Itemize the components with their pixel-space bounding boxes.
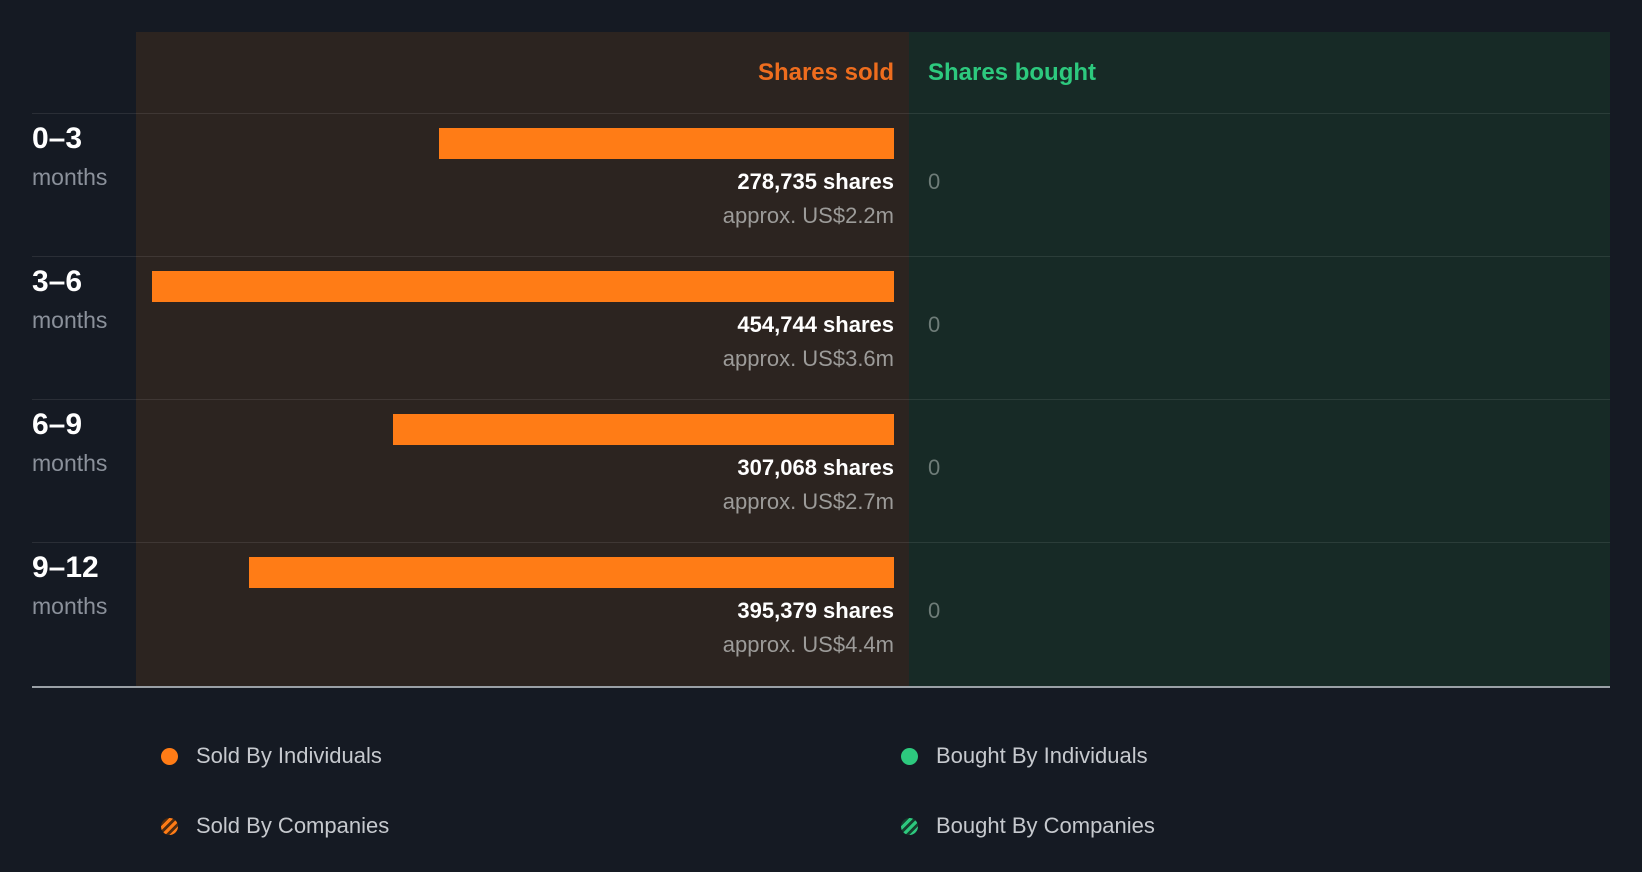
sold-companies-striped-dot-icon [161,817,178,835]
period-range: 3–6 [32,265,83,298]
period-unit: months [32,593,108,619]
period-range: 0–3 [32,122,83,155]
bought-shares-value: 0 [928,312,941,337]
legend-sold-by-companies: Sold By Companies [161,814,389,838]
sold-cell-9-12: 395,379 shares approx. US$4.4m [136,542,909,686]
sold-bar [393,414,894,445]
sold-approx-value: approx. US$4.4m [722,632,894,657]
legend-label: Sold By Companies [196,813,390,838]
legend-bought-by-individuals: Bought By Individuals [901,744,1148,768]
sold-shares-value: 278,735 shares [737,169,894,194]
bought-shares-value: 0 [928,169,941,194]
sold-approx-value: approx. US$3.6m [722,346,894,371]
legend-label: Sold By Individuals [196,743,382,768]
legend-sold-by-individuals: Sold By Individuals [161,744,382,768]
sold-cell-3-6: 454,744 shares approx. US$3.6m [136,256,909,399]
sold-shares-value: 395,379 shares [737,598,894,623]
period-label-0-3: 0–3 months [32,113,136,256]
bought-cell-0-3: 0 [909,113,1610,256]
bought-cell-6-9: 0 [909,399,1610,542]
sold-cell-6-9: 307,068 shares approx. US$2.7m [136,399,909,542]
bought-cell-3-6: 0 [909,256,1610,399]
sold-bar [249,557,894,588]
sold-cell-0-3: 278,735 shares approx. US$2.2m [136,113,909,256]
period-label-3-6: 3–6 months [32,256,136,399]
legend-label: Bought By Individuals [936,743,1148,768]
period-unit: months [32,307,108,333]
period-unit: months [32,164,108,190]
legend-label: Bought By Companies [936,813,1155,838]
bought-shares-value: 0 [928,455,941,480]
bought-cell-9-12: 0 [909,542,1610,686]
period-label-6-9: 6–9 months [32,399,136,542]
header-gutter-spacer [32,32,136,113]
sold-bar [152,271,894,302]
shares-sold-column-header: Shares sold [136,32,909,113]
period-unit: months [32,450,108,476]
bought-companies-striped-dot-icon [901,817,918,835]
period-label-9-12: 9–12 months [32,542,136,686]
shares-bought-header-label: Shares bought [928,58,1097,86]
shares-sold-header-label: Shares sold [757,58,894,86]
bought-shares-value: 0 [928,598,941,623]
period-range: 6–9 [32,408,83,441]
insider-trading-chart: Shares sold Shares bought 0–3 months 278… [32,32,1610,686]
sold-individuals-dot-icon [161,747,178,765]
bought-individuals-dot-icon [901,747,918,765]
baseline-axis [32,686,1610,688]
sold-bar [439,128,894,159]
legend-bought-by-companies: Bought By Companies [901,814,1155,838]
period-range: 9–12 [32,551,99,584]
shares-bought-column-header: Shares bought [909,32,1610,113]
sold-shares-value: 454,744 shares [737,312,894,337]
sold-approx-value: approx. US$2.2m [722,203,894,228]
sold-shares-value: 307,068 shares [737,455,894,480]
sold-approx-value: approx. US$2.7m [722,489,894,514]
